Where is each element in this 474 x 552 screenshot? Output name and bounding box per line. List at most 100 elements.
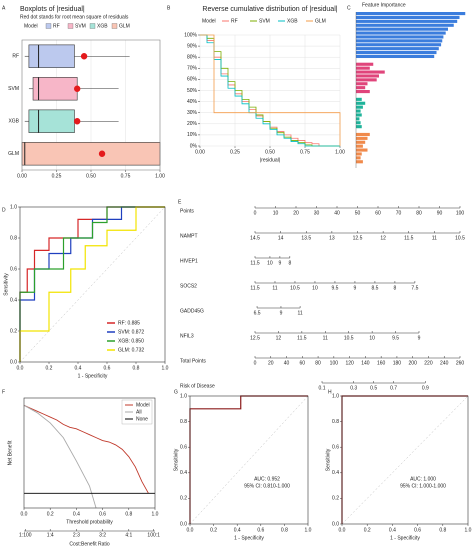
box bbox=[32, 77, 78, 101]
bar bbox=[356, 15, 460, 20]
scale-tick-label: 13.5 bbox=[301, 235, 311, 241]
scale-tick-label: 12 bbox=[380, 235, 386, 241]
y-tick-label: 0.6 bbox=[10, 266, 17, 272]
scale-tick-label: 90 bbox=[437, 210, 443, 216]
row-label: GADD45G bbox=[180, 308, 204, 314]
bar bbox=[356, 82, 368, 86]
plot-frame bbox=[21, 39, 161, 171]
scale-tick-label: 160 bbox=[377, 360, 386, 366]
panel-letter: B bbox=[167, 5, 171, 11]
cost-tick-label: 1:4 bbox=[47, 532, 54, 538]
y-tick-label: 30% bbox=[187, 110, 198, 116]
scale-tick-label: 7.5 bbox=[411, 285, 418, 291]
bar bbox=[356, 86, 366, 90]
bar bbox=[356, 132, 370, 137]
bar bbox=[356, 62, 374, 66]
x-tick-label: 0.50 bbox=[265, 149, 275, 155]
y-tick-label: 0.2 bbox=[180, 496, 187, 502]
y-tick-label: 0.0 bbox=[10, 359, 17, 365]
scale-tick-label: 140 bbox=[361, 360, 370, 366]
legend-title: Model bbox=[202, 18, 216, 24]
scale-tick-label: 0 bbox=[254, 210, 257, 216]
legend-label: None bbox=[136, 416, 148, 422]
bar bbox=[356, 39, 443, 43]
cost-tick-label: 1:100 bbox=[19, 532, 32, 538]
y-tick-label: 20% bbox=[187, 121, 198, 127]
plot-frame bbox=[19, 206, 166, 363]
scale-tick-label: 80 bbox=[315, 360, 321, 366]
y-tick-label: 70% bbox=[187, 66, 198, 72]
scale-tick-label: 9 bbox=[280, 310, 283, 316]
x-tick-label: 0.0 bbox=[21, 511, 28, 517]
bar bbox=[356, 19, 458, 23]
auc-label: AUC: 1.000 bbox=[410, 477, 436, 483]
x-tick-label: 1.0 bbox=[465, 527, 472, 533]
legend-label: All bbox=[136, 409, 142, 415]
y-axis-label: Sensitivity bbox=[173, 448, 179, 471]
legend-label: RF bbox=[53, 23, 60, 29]
scale-tick-label: 11.5 bbox=[250, 260, 260, 266]
x-tick-label: 0.8 bbox=[125, 511, 132, 517]
legend-label: RF bbox=[231, 18, 238, 24]
scale-tick-label: 10 bbox=[267, 260, 273, 266]
plot-frame bbox=[189, 395, 309, 525]
scale-tick-label: 11 bbox=[323, 335, 328, 341]
legend-label: XGB bbox=[287, 18, 298, 24]
x-tick-label: 0.2 bbox=[364, 527, 371, 533]
scale-tick-label: 260 bbox=[456, 360, 465, 366]
x-tick-label: 0.00 bbox=[195, 149, 205, 155]
scale-tick-label: 200 bbox=[409, 360, 418, 366]
legend-label: XGB bbox=[97, 23, 108, 29]
box bbox=[21, 142, 161, 166]
x-tick-label: 0.25 bbox=[52, 173, 62, 179]
x-tick-label: 1.0 bbox=[305, 527, 312, 533]
reference-diagonal bbox=[19, 206, 166, 363]
cost-tick-label: 4:1 bbox=[125, 532, 132, 538]
rmse-dot bbox=[98, 150, 106, 157]
bar bbox=[356, 156, 361, 160]
panel-letter: D bbox=[2, 207, 6, 213]
scale-tick-label: 180 bbox=[393, 360, 402, 366]
y-axis-label: Sensitivity bbox=[3, 273, 9, 296]
scale-tick-label: 70 bbox=[396, 210, 402, 216]
x-tick-label: 0.75 bbox=[300, 149, 310, 155]
scale-tick-label: 14.5 bbox=[250, 235, 260, 241]
roc-curve bbox=[19, 206, 165, 362]
row-label: Total Points bbox=[180, 358, 206, 364]
cost-tick-label: 3:2 bbox=[99, 532, 106, 538]
panel-letter: C bbox=[347, 5, 351, 11]
row-label: HIVEP1 bbox=[180, 258, 198, 264]
legend-label: RF: 0.885 bbox=[118, 320, 140, 326]
y-axis-label: Net Benefit bbox=[7, 440, 13, 465]
scale-tick-label: 0.9 bbox=[422, 385, 429, 391]
x-tick-label: 0.50 bbox=[86, 173, 96, 179]
x-tick-label: 1.00 bbox=[335, 149, 345, 155]
x-tick-label: 0.2 bbox=[46, 365, 53, 371]
box bbox=[28, 44, 75, 68]
x-axis-label: 1 - Specificity bbox=[234, 535, 264, 541]
scale-tick-label: 60 bbox=[300, 360, 306, 366]
x-axis-label: 1 - Specificity bbox=[78, 373, 108, 379]
bar bbox=[356, 105, 363, 109]
x-tick-label: 1.0 bbox=[152, 511, 159, 517]
scale-tick-label: 0.7 bbox=[390, 385, 397, 391]
cost-tick-label: 2:3 bbox=[73, 532, 80, 538]
legend-label: XGB: 0.850 bbox=[118, 338, 144, 344]
net-benefit-line bbox=[23, 404, 97, 509]
x-tick-label: 0.8 bbox=[281, 527, 288, 533]
scale-tick-label: 8.5 bbox=[371, 285, 378, 291]
scale-tick-label: 40 bbox=[334, 210, 340, 216]
y-tick-label: RF bbox=[12, 54, 19, 60]
reference-diagonal bbox=[189, 395, 309, 525]
scale-tick-label: 6.5 bbox=[254, 310, 261, 316]
scale-tick-label: 14 bbox=[278, 235, 284, 241]
bar bbox=[356, 31, 446, 35]
panel-letter: E bbox=[178, 199, 182, 205]
scale-tick-label: 12.5 bbox=[250, 335, 260, 341]
y-tick-label: 0.4 bbox=[332, 470, 339, 476]
bar bbox=[356, 74, 379, 78]
scale-tick-label: 10.5 bbox=[455, 235, 465, 241]
y-tick-label: 50% bbox=[187, 88, 198, 94]
x-tick-label: 0.8 bbox=[439, 527, 446, 533]
scale-tick-label: 11.5 bbox=[297, 335, 307, 341]
